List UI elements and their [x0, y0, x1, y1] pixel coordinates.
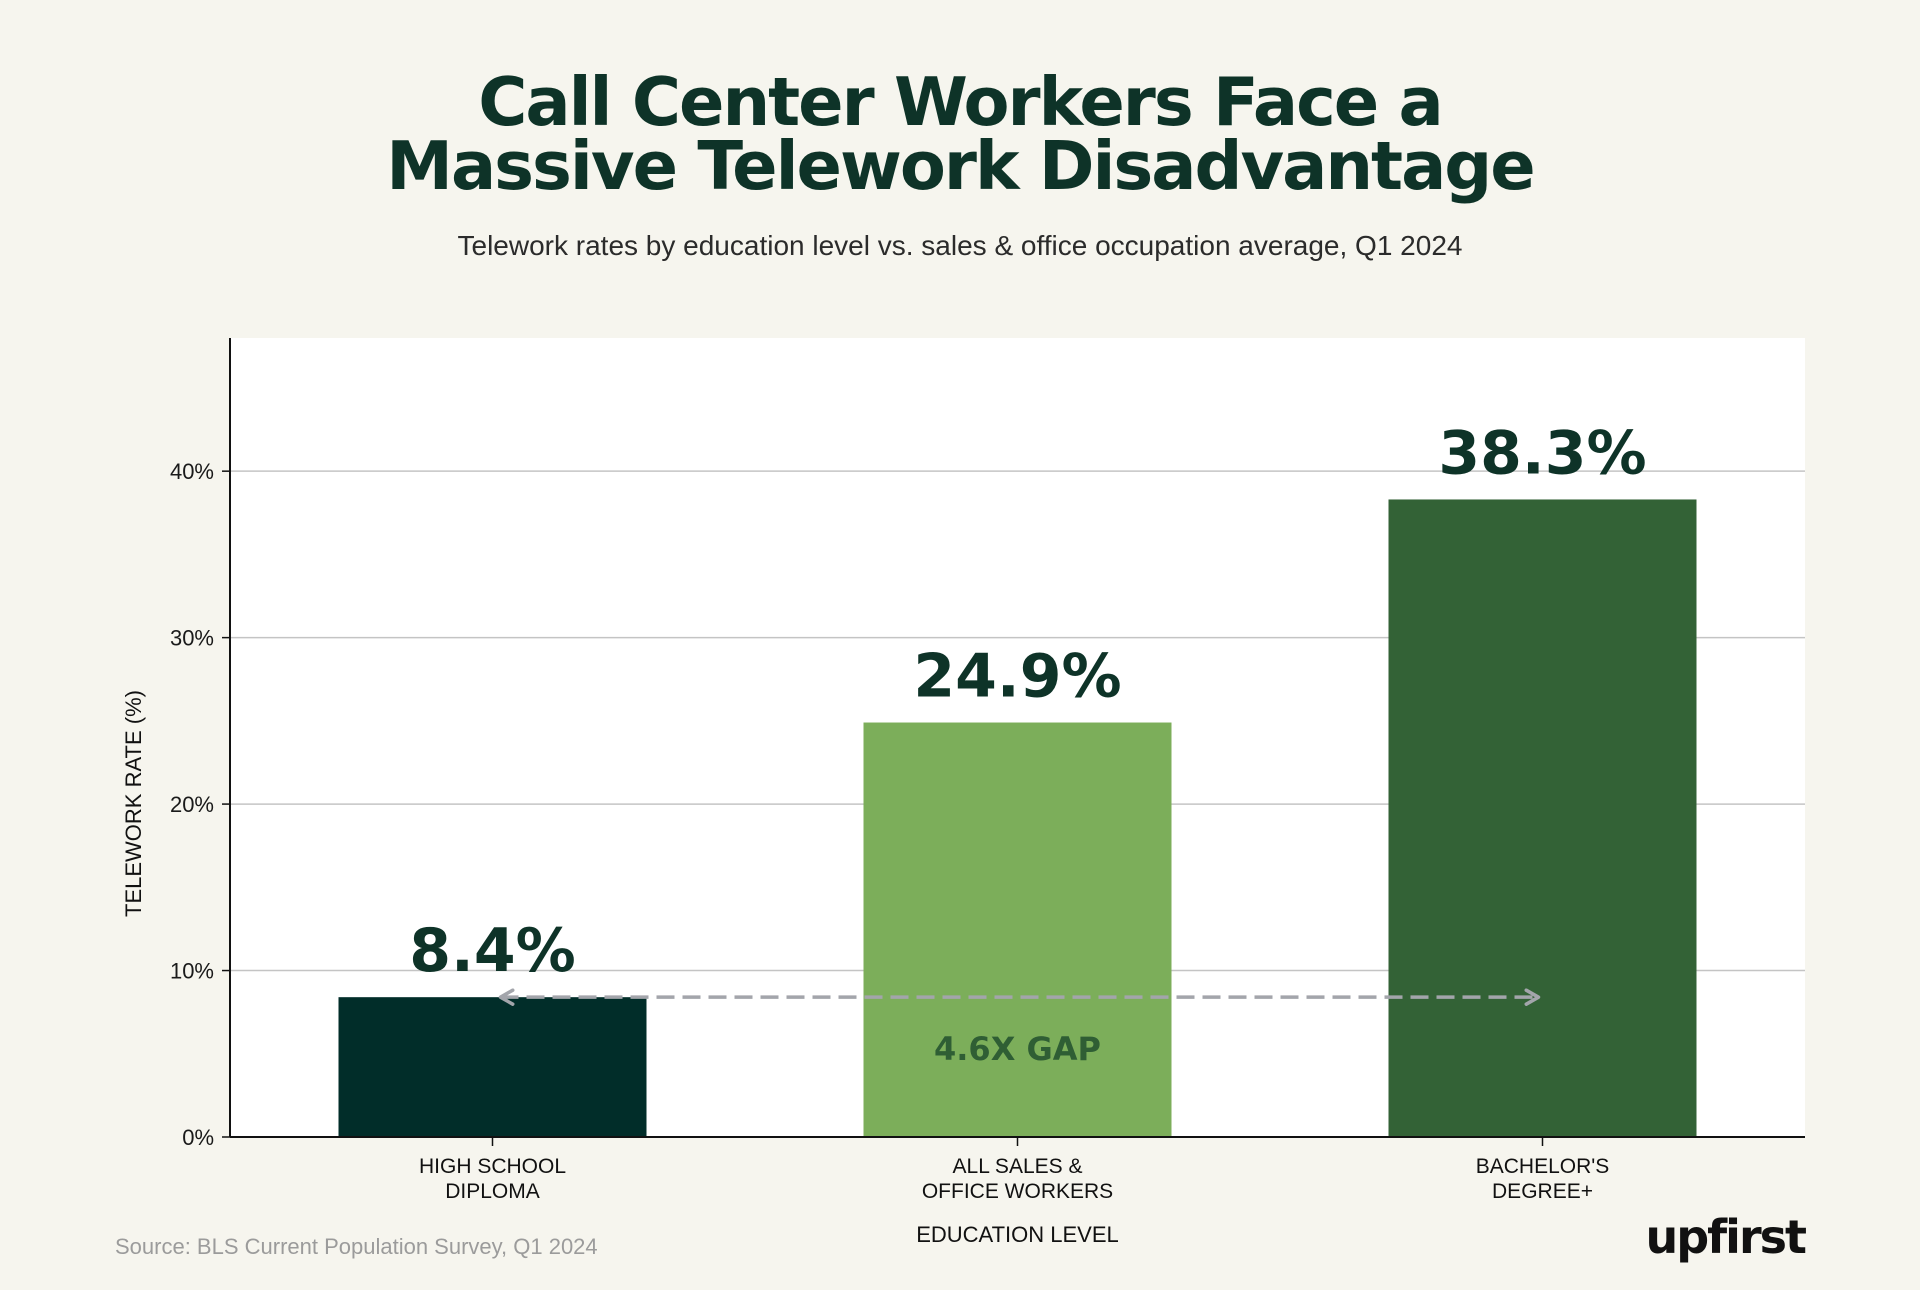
x-category-label: HIGH SCHOOL DIPLOMA: [419, 1155, 566, 1203]
y-tick-label: 10%: [170, 959, 214, 984]
y-tick-label: 20%: [170, 792, 214, 817]
x-category-label: ALL SALES & OFFICE WORKERS: [922, 1155, 1113, 1203]
source-note: Source: BLS Current Population Survey, Q…: [115, 1234, 598, 1259]
y-tick-label: 30%: [170, 626, 214, 651]
y-axis-title: TELEWORK RATE (%): [121, 690, 146, 917]
brand-logo: upfirst: [1645, 1210, 1807, 1264]
bar: [863, 722, 1172, 1137]
y-tick-label: 40%: [170, 459, 214, 484]
chart-title-line-1: Call Center Workers Face a: [478, 63, 1444, 141]
bar-value-label: 8.4%: [409, 916, 575, 986]
chart-subtitle: Telework rates by education level vs. sa…: [457, 230, 1463, 261]
bar-value-label: 38.3%: [1438, 418, 1646, 488]
bar: [1388, 499, 1697, 1137]
chart-title-line-2: Massive Telework Disadvantage: [386, 127, 1535, 205]
bar-value-label: 24.9%: [913, 642, 1121, 712]
x-category-label: BACHELOR'S DEGREE+: [1476, 1155, 1610, 1203]
bar: [338, 997, 647, 1137]
chart-title: Call Center Workers Face a Massive Telew…: [0, 63, 1920, 205]
gap-annotation-label: 4.6X GAP: [934, 1030, 1101, 1068]
y-tick-label: 0%: [182, 1125, 214, 1150]
x-axis-title: EDUCATION LEVEL: [916, 1222, 1119, 1247]
